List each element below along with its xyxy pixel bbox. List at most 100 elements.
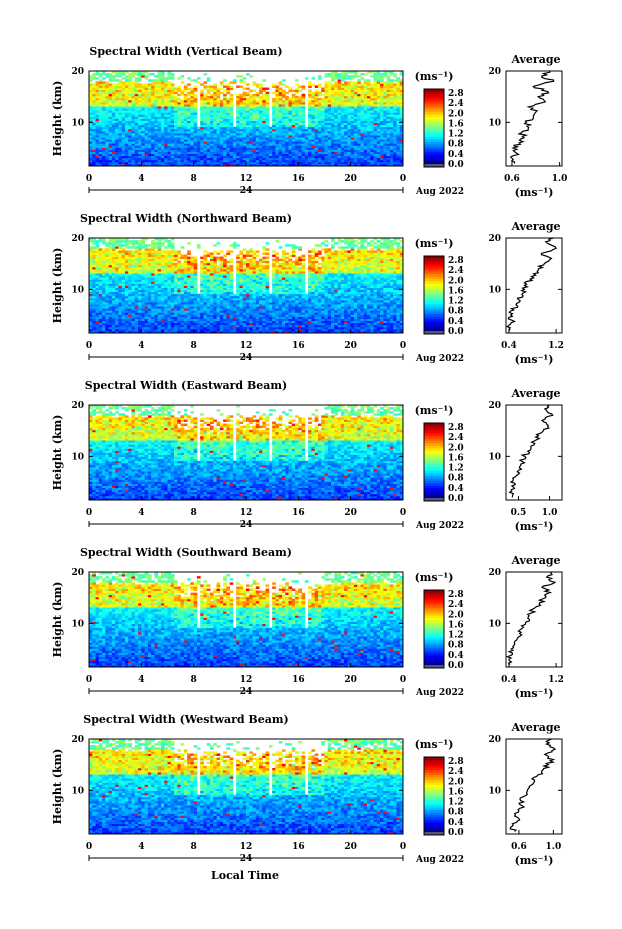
average-profile-line bbox=[510, 739, 555, 831]
average-y-tick: 20 bbox=[488, 67, 501, 77]
y-axis-label: Height (km) bbox=[51, 415, 64, 491]
x-tick-label: 4 bbox=[138, 675, 144, 685]
colorbar: 0.00.40.81.21.62.02.42.8 bbox=[424, 256, 464, 337]
panel-3: Spectral Width (Southward Beam)1020Heigh… bbox=[51, 546, 564, 700]
average-x-tick: 0.4 bbox=[501, 675, 517, 685]
colorbar-tick: 0.4 bbox=[448, 818, 464, 828]
colorbar-tick: 0.4 bbox=[448, 150, 464, 160]
panel-title: Spectral Width (Vertical Beam) bbox=[89, 45, 282, 58]
average-x-label: (ms⁻¹) bbox=[515, 687, 554, 700]
x-tick-label: 16 bbox=[292, 341, 305, 351]
x-tick-label: 12 bbox=[240, 842, 253, 852]
date-label: Aug 2022 bbox=[415, 521, 464, 531]
colorbar-tick: 0.8 bbox=[448, 641, 464, 651]
colorbar-tick: 2.4 bbox=[448, 767, 464, 777]
panel-title: Spectral Width (Eastward Beam) bbox=[85, 379, 287, 392]
x-tick-label: 16 bbox=[292, 842, 305, 852]
average-profile-line bbox=[511, 71, 554, 163]
x-tick-label: 20 bbox=[344, 341, 357, 351]
average-x-label: (ms⁻¹) bbox=[515, 854, 554, 867]
date-label: Aug 2022 bbox=[415, 354, 464, 364]
x-tick-label: 20 bbox=[344, 508, 357, 518]
colorbar-tick: 1.6 bbox=[448, 787, 464, 797]
colorbar-tick: 1.2 bbox=[448, 798, 464, 808]
x-tick-label: 12 bbox=[240, 174, 253, 184]
colorbar-unit: (ms⁻¹) bbox=[415, 738, 454, 751]
panel-title: Spectral Width (Northward Beam) bbox=[80, 212, 292, 225]
y-tick-label: 10 bbox=[71, 118, 84, 128]
x-tick-label: 4 bbox=[138, 174, 144, 184]
colorbar-tick: 1.6 bbox=[448, 620, 464, 630]
heatmap-cells bbox=[89, 71, 403, 166]
y-axis-label: Height (km) bbox=[51, 749, 64, 825]
colorbar-tick: 1.2 bbox=[448, 631, 464, 641]
average-y-tick: 20 bbox=[488, 568, 501, 578]
colorbar-tick: 1.2 bbox=[448, 130, 464, 140]
colorbar-tick: 2.4 bbox=[448, 99, 464, 109]
y-tick-label: 20 bbox=[71, 67, 84, 77]
average-x-tick: 0.4 bbox=[501, 341, 517, 351]
x-tick-label: 8 bbox=[191, 508, 197, 518]
colorbar-tick: 1.6 bbox=[448, 119, 464, 129]
colorbar-tick: 2.8 bbox=[448, 256, 464, 266]
y-tick-label: 10 bbox=[71, 619, 84, 629]
y-tick-label: 20 bbox=[71, 568, 84, 578]
colorbar-tick: 0.4 bbox=[448, 484, 464, 494]
average-x-label: (ms⁻¹) bbox=[515, 353, 554, 366]
colorbar-tick: 2.4 bbox=[448, 600, 464, 610]
average-x-tick: 0.6 bbox=[504, 174, 520, 184]
heatmap-cells bbox=[89, 405, 403, 500]
heatmap-cells bbox=[89, 739, 403, 834]
y-axis-label: Height (km) bbox=[51, 81, 64, 157]
average-y-tick: 10 bbox=[488, 786, 501, 796]
y-axis-label: Height (km) bbox=[51, 582, 64, 658]
x-tick-label: 8 bbox=[191, 341, 197, 351]
colorbar-tick: 1.6 bbox=[448, 453, 464, 463]
colorbar-tick: 0.0 bbox=[448, 828, 464, 838]
colorbar-tick: 2.0 bbox=[448, 777, 464, 787]
average-title: Average bbox=[510, 53, 560, 66]
panel-0: Spectral Width (Vertical Beam) 10 20 Height… bbox=[51, 45, 567, 199]
colorbar-tick: 0.0 bbox=[448, 160, 464, 170]
x-tick-label: 0 bbox=[86, 341, 92, 351]
average-x-tick: 1.0 bbox=[552, 174, 568, 184]
colorbar: 0.00.40.81.21.62.02.42.8 bbox=[424, 757, 464, 838]
colorbar-tick: 0.8 bbox=[448, 140, 464, 150]
average-y-tick: 20 bbox=[488, 401, 501, 411]
x-tick-label: 4 bbox=[138, 842, 144, 852]
y-tick-label: 20 bbox=[71, 401, 84, 411]
x-tick-label: 16 bbox=[292, 508, 305, 518]
heatmap-cells bbox=[89, 572, 403, 667]
day-label: 24 bbox=[240, 186, 253, 196]
x-tick-label: 8 bbox=[191, 842, 197, 852]
x-tick-label: 0 bbox=[400, 508, 406, 518]
average-x-label: (ms⁻¹) bbox=[515, 520, 554, 533]
colorbar-tick: 2.0 bbox=[448, 443, 464, 453]
colorbar: 0.00.40.81.21.62.02.42.8 bbox=[424, 89, 464, 170]
colorbar-unit: (ms⁻¹) bbox=[415, 404, 454, 417]
colorbar-tick: 2.8 bbox=[448, 757, 464, 767]
average-y-tick: 20 bbox=[488, 234, 501, 244]
day-label: 24 bbox=[240, 520, 253, 530]
heatmap-cells bbox=[89, 238, 403, 333]
colorbar-tick: 0.4 bbox=[448, 651, 464, 661]
x-tick-label: 0 bbox=[400, 341, 406, 351]
x-tick-label: 0 bbox=[86, 508, 92, 518]
average-y-tick: 20 bbox=[488, 735, 501, 745]
average-frame bbox=[506, 739, 562, 834]
colorbar-unit: (ms⁻¹) bbox=[415, 571, 454, 584]
average-x-tick: 0.6 bbox=[511, 842, 527, 852]
colorbar-tick: 1.6 bbox=[448, 286, 464, 296]
colorbar-tick: 2.8 bbox=[448, 423, 464, 433]
panel-title: Spectral Width (Westward Beam) bbox=[83, 713, 288, 726]
average-frame bbox=[506, 405, 562, 500]
colorbar-unit: (ms⁻¹) bbox=[415, 237, 454, 250]
x-tick-label: 0 bbox=[86, 675, 92, 685]
colorbar-tick: 0.4 bbox=[448, 317, 464, 327]
colorbar-tick: 0.0 bbox=[448, 494, 464, 504]
